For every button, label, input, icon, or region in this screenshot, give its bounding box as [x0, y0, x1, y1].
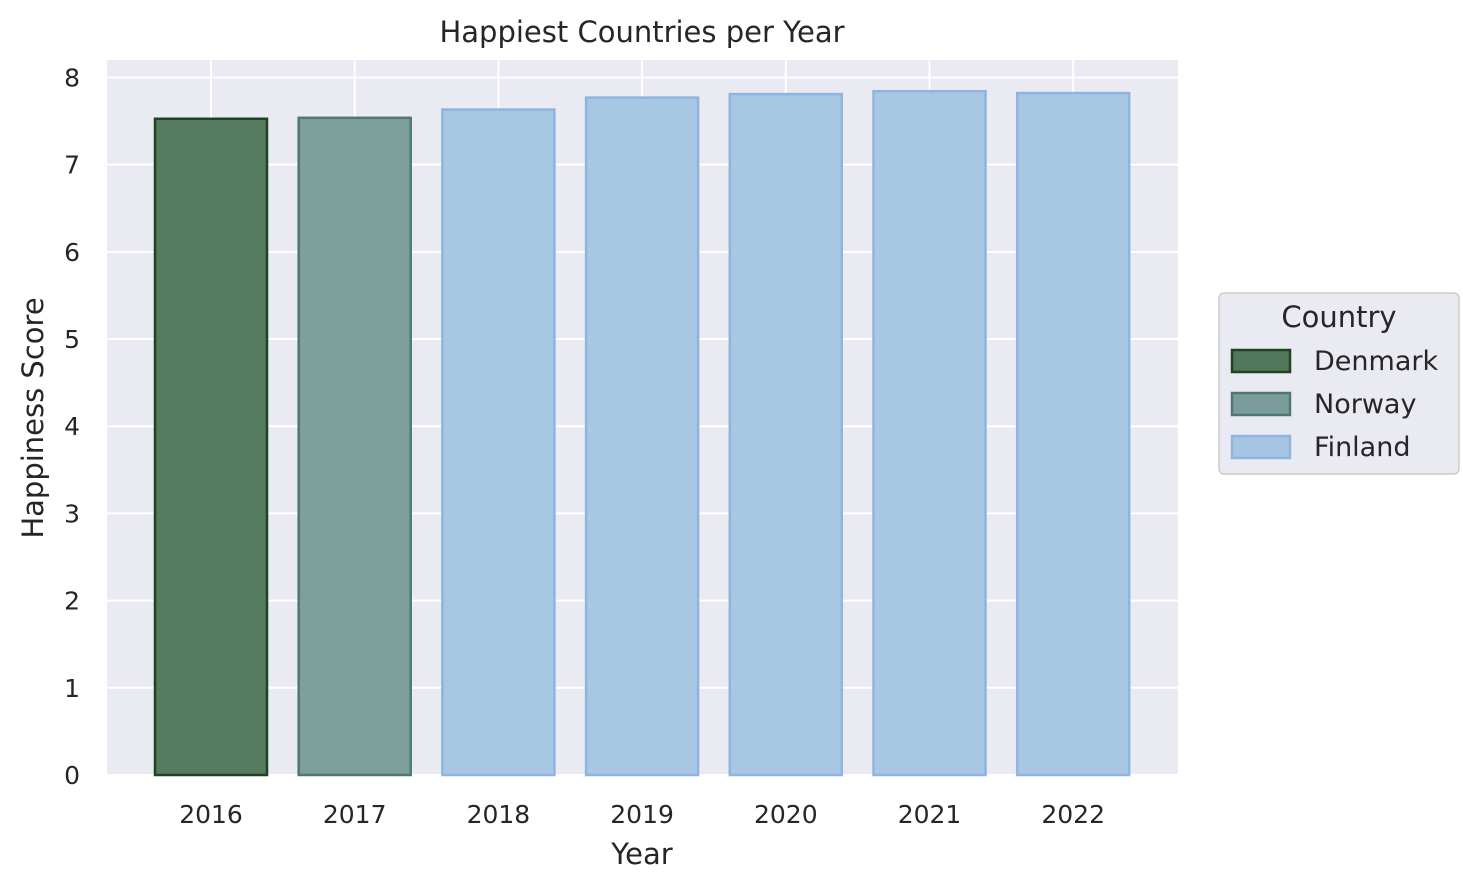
x-tick-label: 2016	[179, 800, 243, 829]
legend-label-denmark: Denmark	[1314, 346, 1438, 377]
x-tick-label: 2018	[467, 800, 531, 829]
bar-2018	[441, 108, 556, 777]
bar-2021	[872, 89, 987, 777]
legend-entries: Denmark Norway Finland	[1230, 346, 1438, 463]
bar-2017	[297, 116, 412, 777]
bar-2022	[1015, 91, 1131, 777]
x-tick-label: 2021	[898, 800, 962, 829]
y-tick-label: 2	[64, 587, 80, 616]
bar-2019	[584, 96, 700, 777]
y-tick-label: 8	[64, 63, 80, 92]
y-tick-label: 3	[64, 499, 80, 528]
bars	[153, 89, 1131, 777]
chart-title: Happiest Countries per Year	[439, 15, 844, 49]
legend-box	[1218, 292, 1460, 475]
y-tick-label: 4	[64, 412, 80, 441]
legend-title: Country	[1281, 300, 1396, 334]
y-axis-label: Happiness Score	[16, 297, 50, 538]
legend: Country Denmark Norway Finland	[1218, 292, 1460, 475]
y-tick-label: 7	[64, 151, 80, 180]
legend-label-finland: Finland	[1314, 432, 1410, 463]
x-tick-label: 2017	[323, 800, 387, 829]
tick-labels: 0 1 2 3 4 5 6 7 8 2016 2017 2018 2019 2020 2021 2022	[64, 63, 1105, 829]
legend-swatch-finland	[1230, 434, 1292, 460]
legend-label-norway: Norway	[1314, 389, 1416, 420]
x-axis-label: Year	[610, 837, 672, 871]
y-tick-label: 0	[64, 761, 80, 790]
y-tick-label: 5	[64, 325, 80, 354]
bar-2016	[153, 117, 269, 777]
bar-2020	[728, 92, 844, 777]
y-tick-label: 6	[64, 238, 80, 267]
legend-swatch-norway	[1230, 391, 1292, 417]
x-tick-label: 2019	[610, 800, 674, 829]
x-tick-label: 2020	[754, 800, 818, 829]
legend-swatch-denmark	[1230, 348, 1292, 374]
x-tick-label: 2022	[1041, 800, 1105, 829]
y-tick-label: 1	[64, 674, 80, 703]
